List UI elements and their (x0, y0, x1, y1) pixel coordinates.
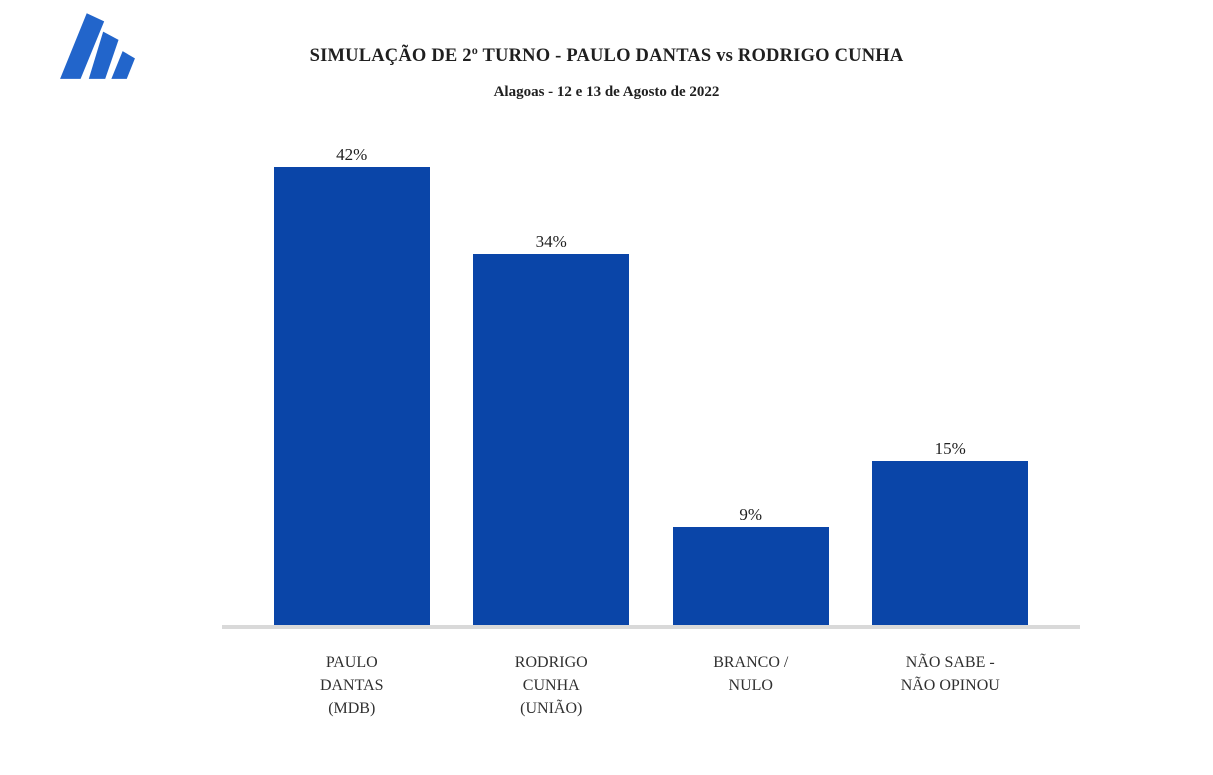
chart-subtitle: Alagoas - 12 e 13 de Agosto de 2022 (493, 84, 720, 100)
bar (473, 254, 630, 625)
chart-title: SIMULAÇÃO DE 2º TURNO - PAULO DANTAS vs … (309, 46, 904, 66)
category-label: BRANCO / NULO (713, 654, 789, 694)
category-axis-labels: PAULO DANTAS (MDB) RODRIGO CUNHA (UNIÃO) B… (252, 651, 1050, 720)
bar-value-label: 42% (336, 145, 368, 164)
bar-chart: 42% 34% 9% 15% PAULO DANTAS (MDB) RODRIGO CU… (222, 140, 1080, 740)
bar-value-label: 9% (739, 505, 763, 524)
bar-group: 9% (651, 140, 851, 625)
bar-value-label: 34% (535, 232, 567, 251)
bar-group: 42% (252, 140, 452, 625)
logo-icon (57, 9, 137, 81)
bar (273, 167, 430, 625)
category-label: PAULO DANTAS (MDB) (319, 654, 384, 717)
bars-row: 42% 34% 9% 15% (252, 140, 1050, 625)
bar-value-label: 15% (934, 439, 966, 458)
category-label: RODRIGO CUNHA (UNIÃO) (514, 654, 588, 717)
x-axis-line (222, 625, 1080, 629)
bar-group: 34% (452, 140, 652, 625)
bar (872, 461, 1029, 625)
category-label: NÃO SABE - NÃO OPINOU (900, 654, 1000, 694)
bar (672, 527, 829, 625)
bar-group: 15% (851, 140, 1051, 625)
